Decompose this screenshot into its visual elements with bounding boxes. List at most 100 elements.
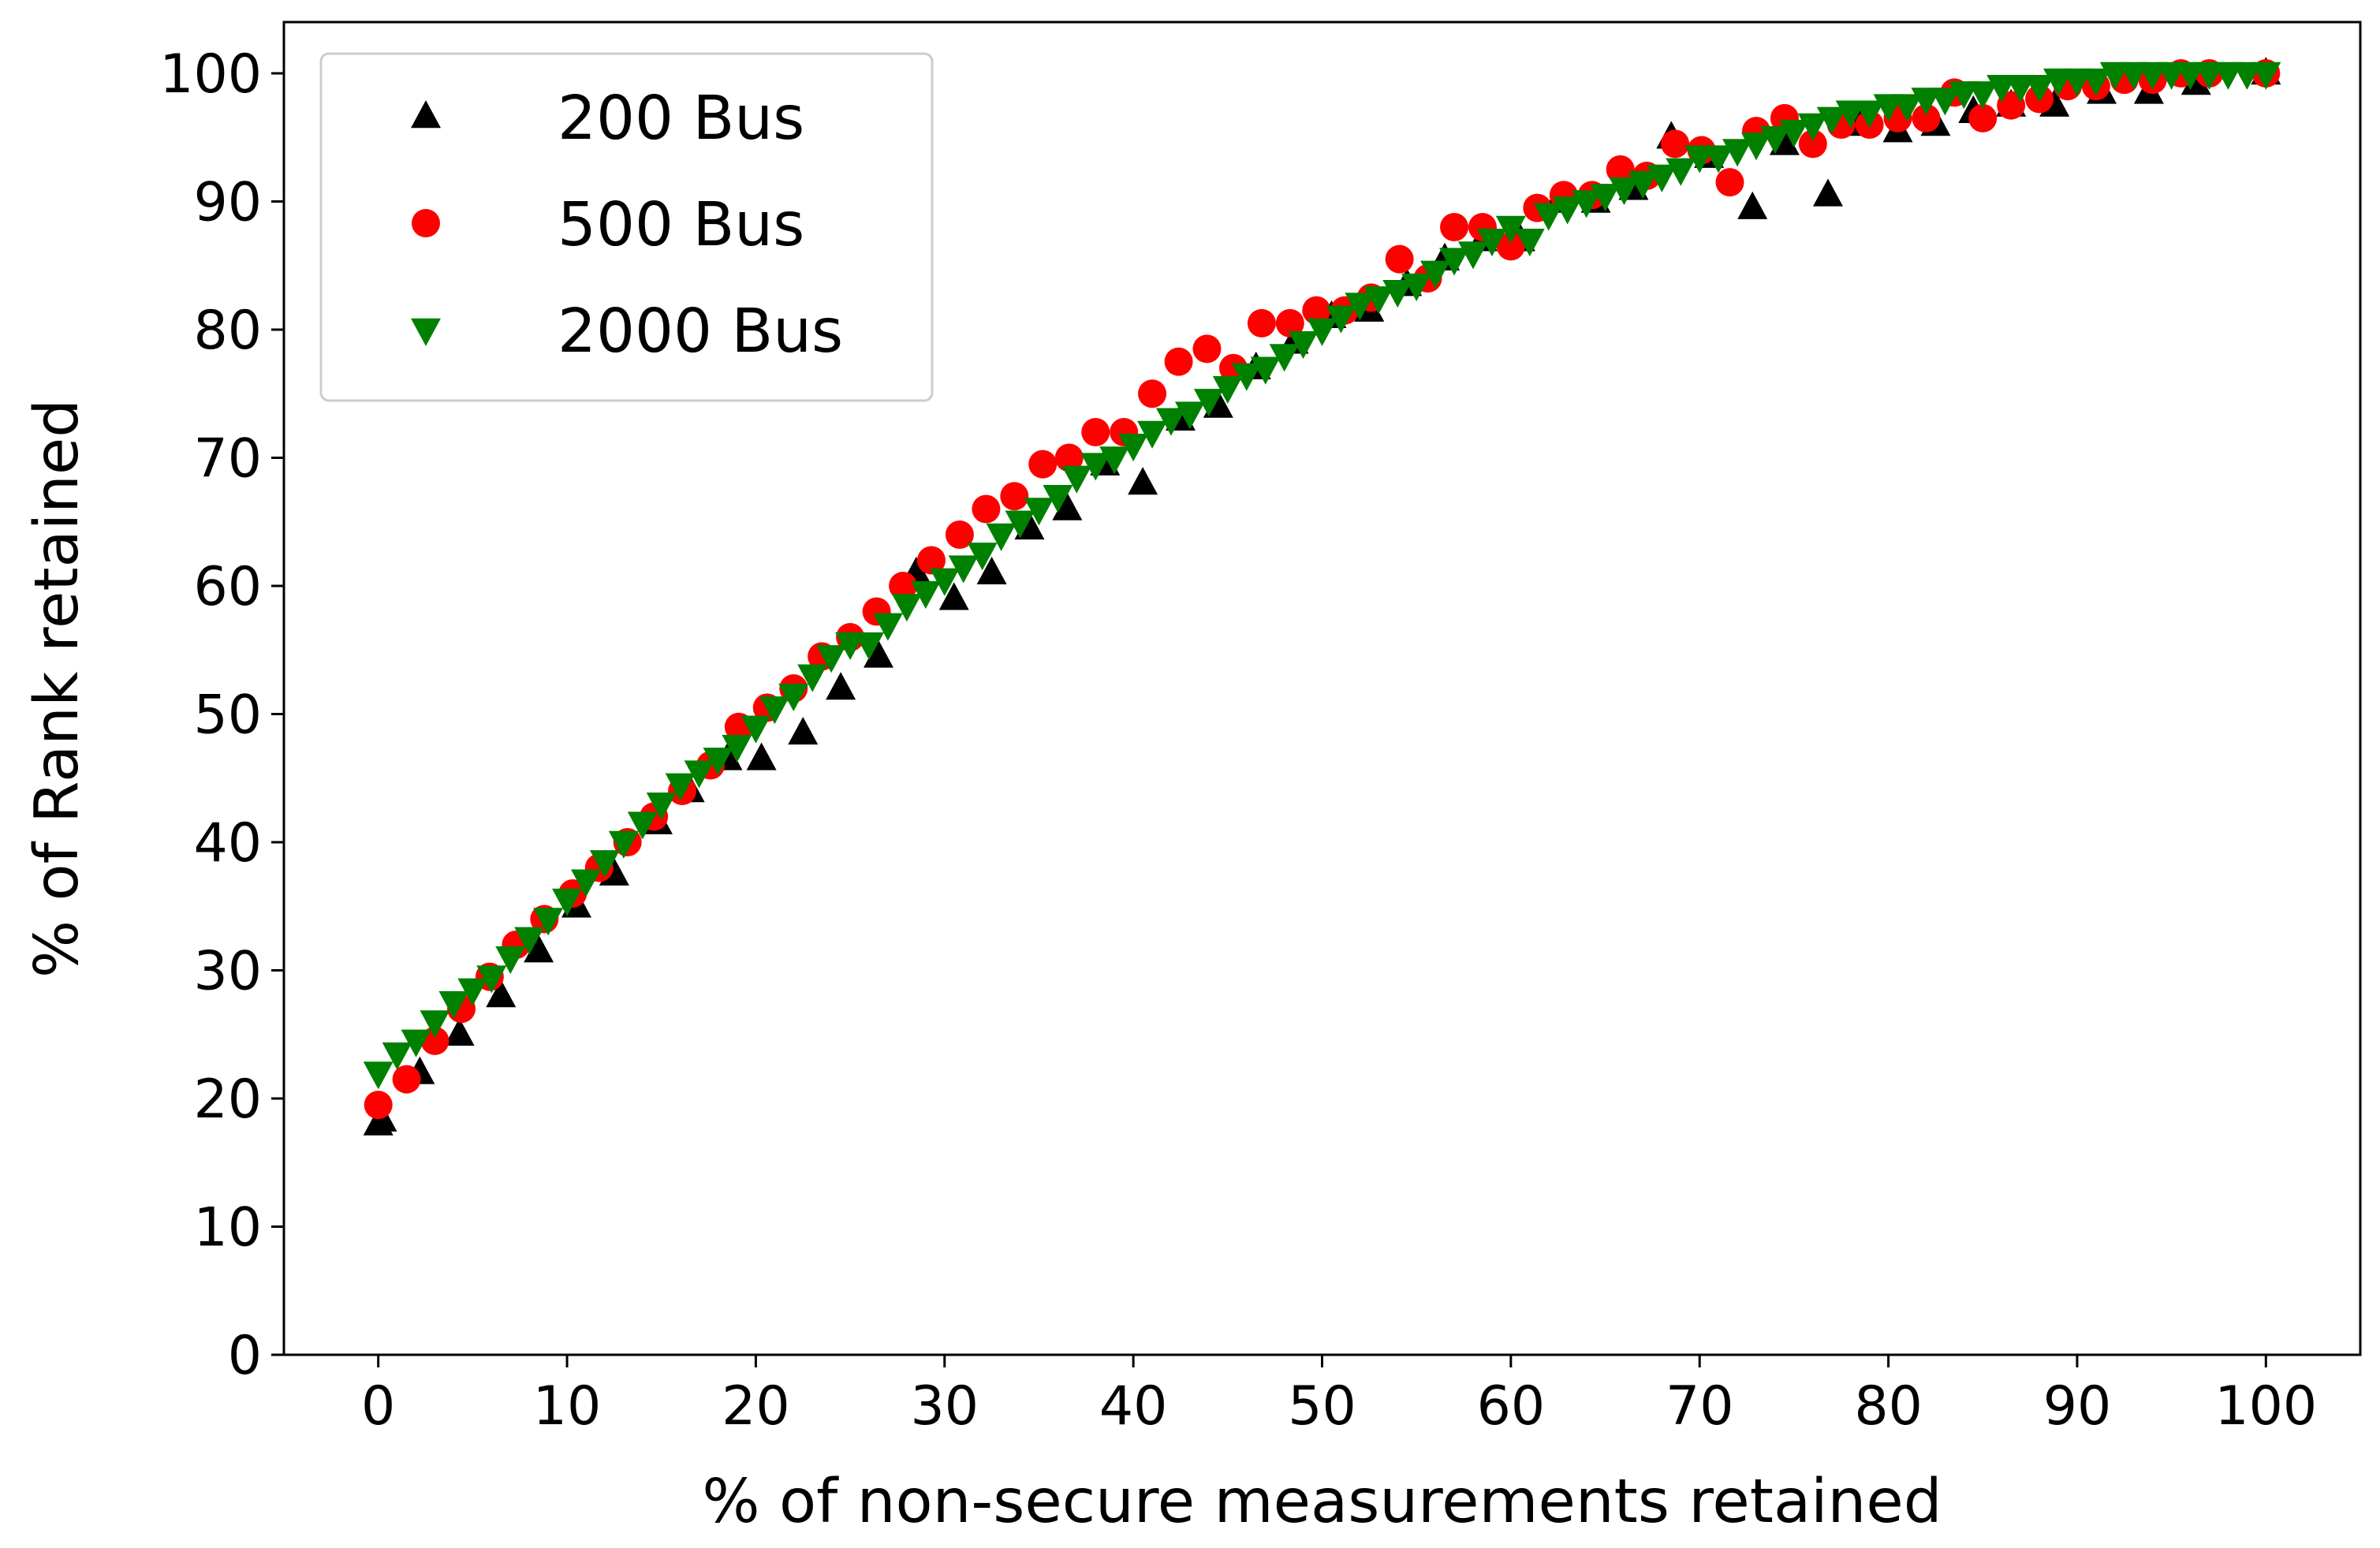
data-point <box>552 888 583 917</box>
data-point <box>1174 401 1205 430</box>
data-point <box>364 1091 393 1120</box>
data-point <box>1684 145 1715 173</box>
data-point <box>1661 129 1690 159</box>
data-points-layer <box>363 57 2281 1136</box>
data-point <box>1722 139 1753 167</box>
data-point <box>1628 170 1658 200</box>
data-point <box>2194 62 2225 90</box>
data-point <box>2251 62 2281 90</box>
data-point <box>2213 62 2244 90</box>
data-point <box>1911 88 1942 116</box>
data-point <box>401 1029 431 1057</box>
data-point <box>910 580 941 610</box>
data-point <box>826 672 856 700</box>
data-point <box>1873 94 1904 122</box>
data-point <box>486 979 517 1008</box>
x-tick-label: 50 <box>1288 1375 1356 1438</box>
data-point <box>1192 334 1222 364</box>
x-tick-label: 20 <box>722 1375 790 1438</box>
x-axis: 0 10 20 30 40 50 60 70 80 90 100 <box>361 1355 2317 1438</box>
data-point <box>1326 305 1356 334</box>
data-point <box>1128 467 1158 495</box>
data-point <box>1439 248 1470 276</box>
data-point <box>1495 215 1526 244</box>
data-point <box>1138 379 1167 408</box>
data-point <box>1552 196 1583 225</box>
data-point <box>1797 113 1828 141</box>
data-point <box>2137 62 2168 90</box>
x-tick-label: 100 <box>2214 1375 2317 1438</box>
legend-item-2000-bus: 2000 Bus <box>411 297 843 367</box>
data-point <box>2180 67 2211 95</box>
y-tick-label: 90 <box>193 172 262 234</box>
data-point <box>1968 81 1998 110</box>
data-point <box>524 934 554 963</box>
x-tick-label: 60 <box>1477 1375 1546 1438</box>
data-point <box>1647 164 1677 192</box>
data-point <box>608 830 639 859</box>
data-point <box>1666 158 1696 186</box>
data-point <box>1949 81 1979 110</box>
legend-item-200-bus: 200 Bus <box>411 84 804 154</box>
y-tick-label: 50 <box>193 684 262 747</box>
data-point <box>1741 132 1772 161</box>
data-point <box>1968 103 1998 132</box>
data-point <box>972 494 1001 524</box>
data-point <box>1118 434 1149 462</box>
data-point <box>2005 75 2036 103</box>
y-tick-label: 80 <box>193 300 262 362</box>
data-point <box>1986 75 2017 103</box>
data-point <box>1080 453 1111 481</box>
data-point <box>1835 100 1866 129</box>
data-point <box>797 664 828 692</box>
data-point <box>740 715 771 744</box>
y-tick-label: 20 <box>193 1069 262 1131</box>
data-point <box>976 556 1007 584</box>
data-point <box>1476 229 1507 257</box>
data-point <box>1571 190 1602 218</box>
data-point <box>1043 485 1073 513</box>
data-point <box>1420 260 1451 289</box>
data-point <box>1052 492 1083 520</box>
data-point <box>889 572 918 600</box>
data-point <box>684 760 714 789</box>
legend-label-200-bus: 200 Bus <box>558 84 804 154</box>
data-point <box>1778 119 1809 148</box>
data-point <box>722 734 752 763</box>
data-point <box>1892 94 1923 122</box>
data-point <box>420 1010 450 1039</box>
data-point <box>863 640 893 668</box>
data-point <box>1212 375 1243 405</box>
data-point <box>2232 62 2262 90</box>
y-axis-label: % of Rank retained <box>22 399 92 978</box>
y-tick-label: 40 <box>193 812 262 875</box>
data-point <box>986 523 1017 551</box>
data-point <box>1496 232 1525 261</box>
data-point <box>1247 308 1276 338</box>
data-point <box>457 978 488 1006</box>
legend-marker-circle <box>412 209 440 237</box>
data-point <box>1930 88 1960 116</box>
data-point <box>788 716 819 745</box>
data-point <box>2175 62 2206 90</box>
data-point <box>1715 168 1744 197</box>
series-2000-bus <box>363 62 2281 1090</box>
data-point <box>1812 178 1843 207</box>
data-point <box>917 546 946 575</box>
data-point <box>514 927 545 955</box>
data-point <box>382 1042 412 1071</box>
data-point <box>945 520 974 549</box>
data-point <box>627 811 658 840</box>
data-point <box>2024 75 2055 103</box>
y-axis: 0 10 20 30 40 50 60 70 80 90 100 <box>159 43 284 1387</box>
data-point <box>438 990 469 1020</box>
data-point <box>2156 62 2187 90</box>
data-point <box>1759 126 1790 155</box>
data-point <box>1164 347 1193 376</box>
x-tick-label: 70 <box>1666 1375 1734 1438</box>
data-point <box>1028 449 1058 479</box>
data-point <box>1798 129 1827 159</box>
data-point <box>2043 68 2074 97</box>
data-point <box>967 543 998 571</box>
